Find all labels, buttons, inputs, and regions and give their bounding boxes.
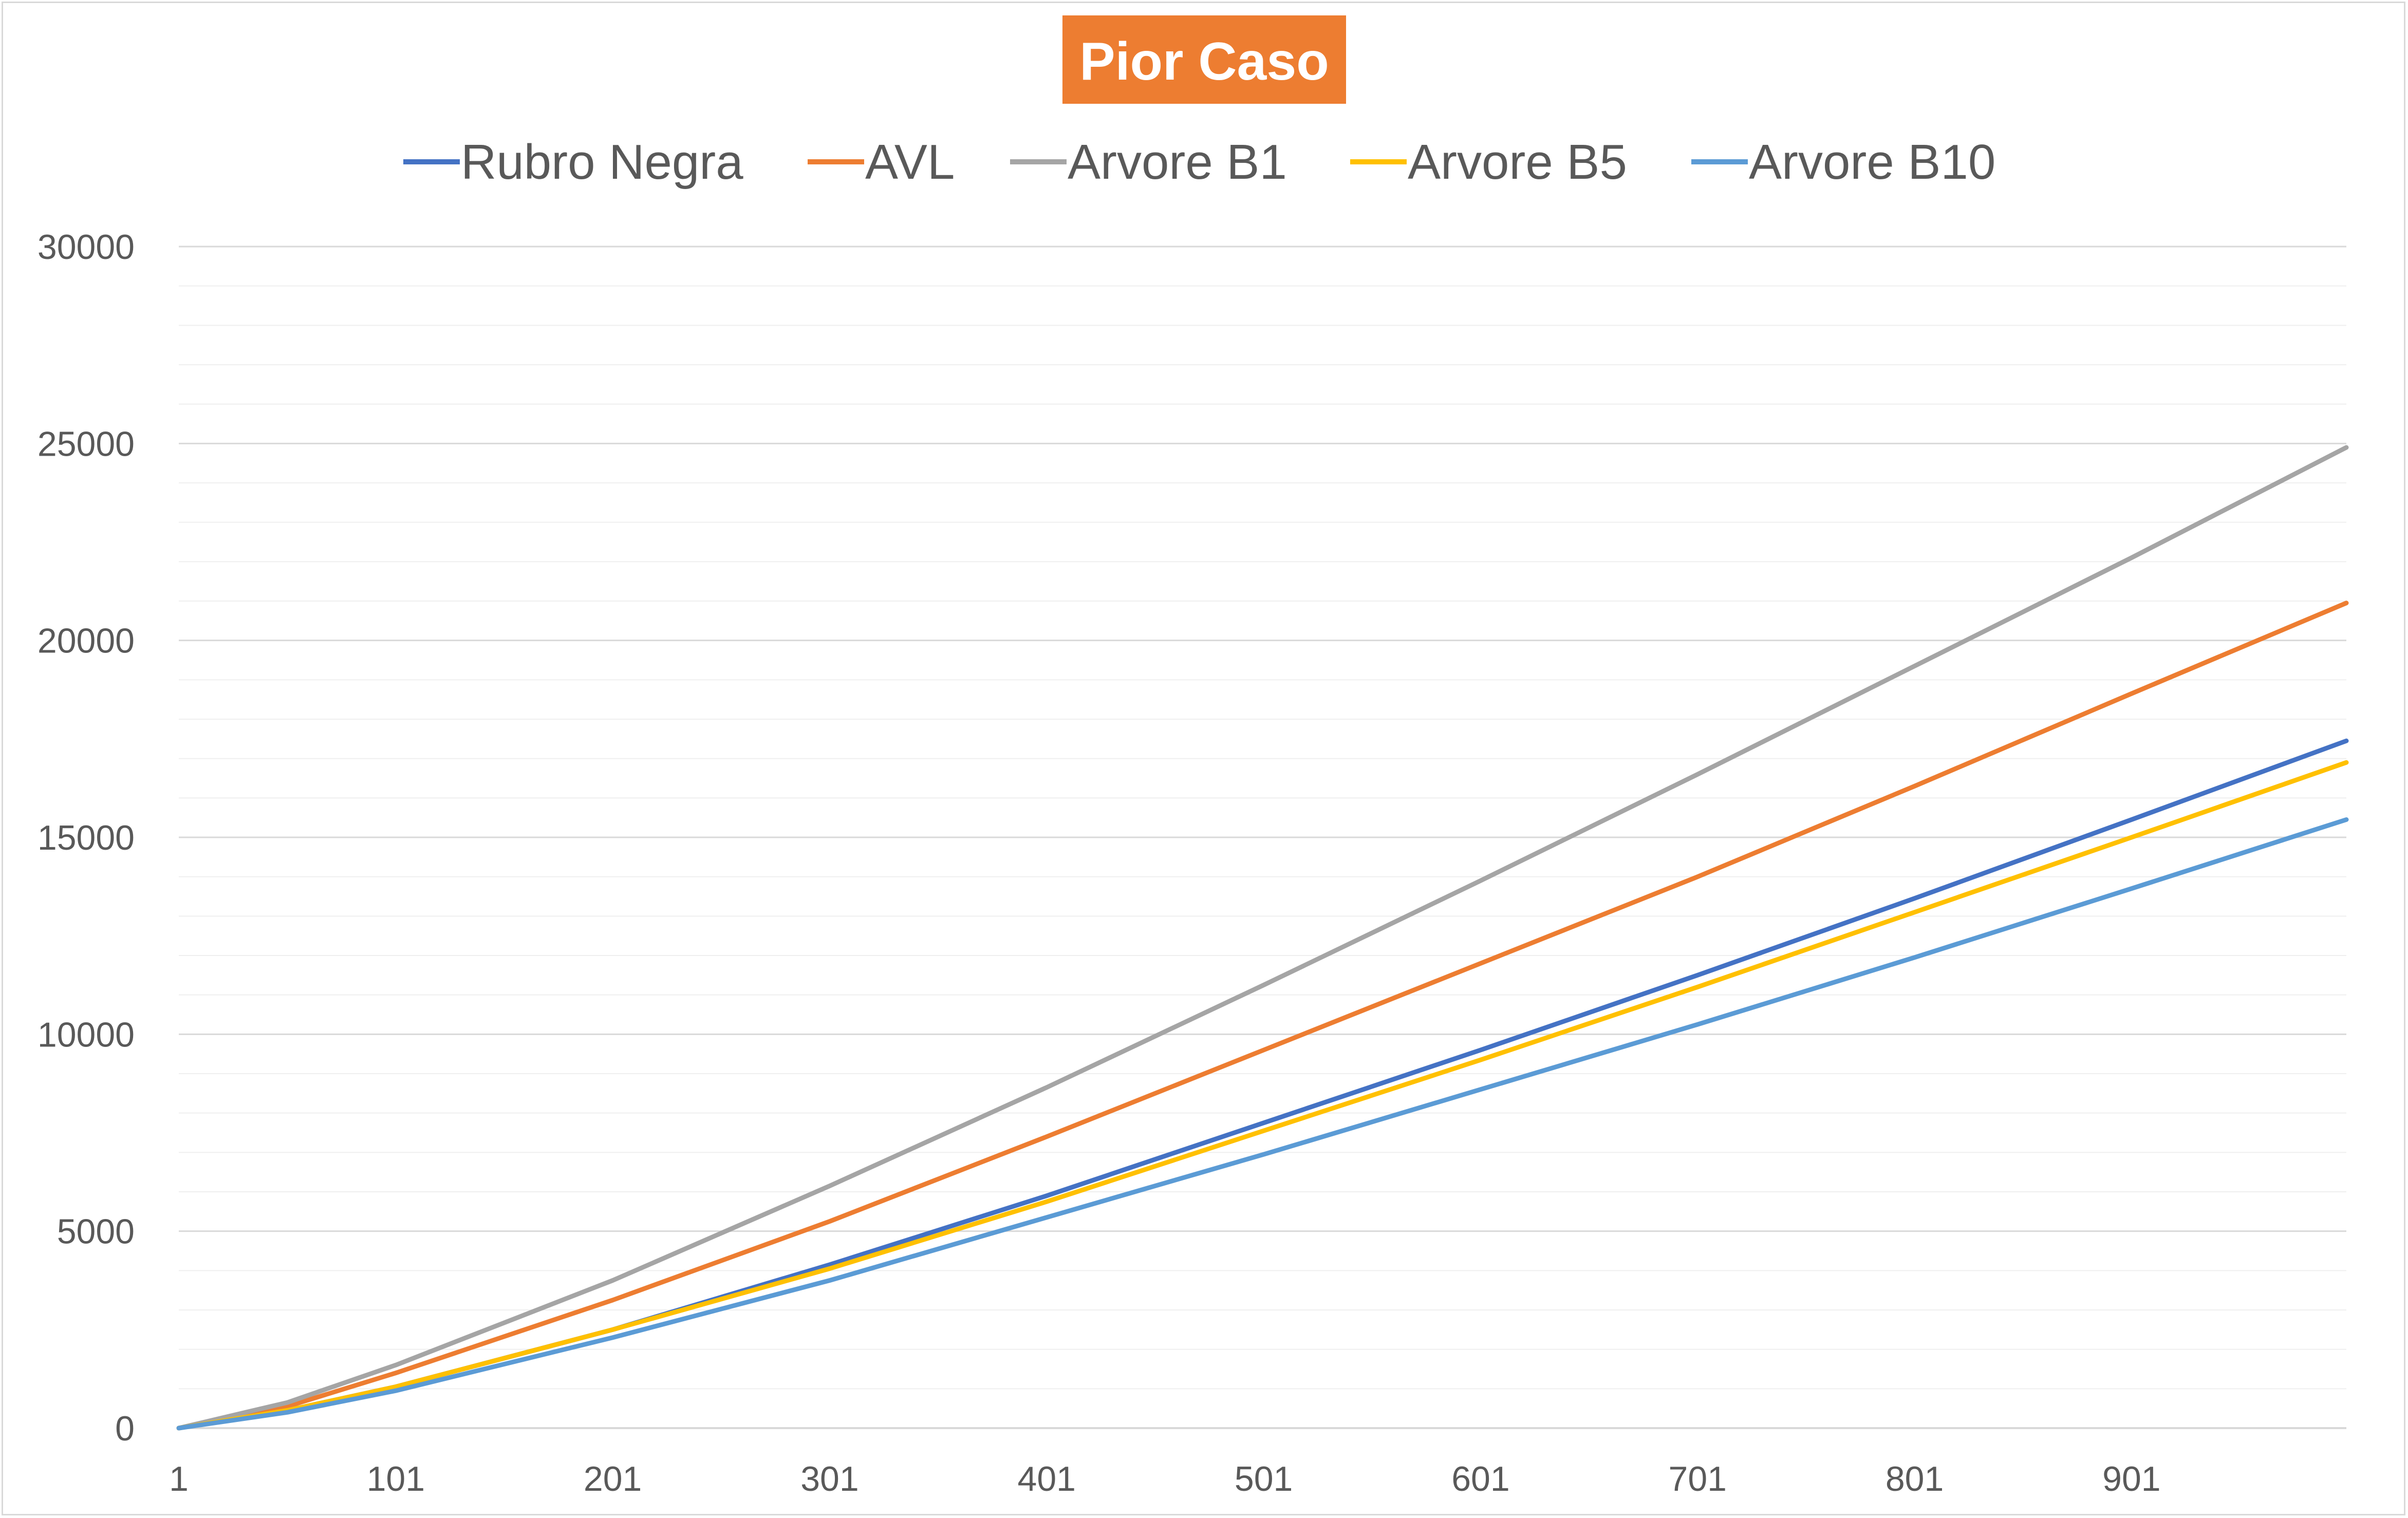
x-tick-label: 101 (367, 1459, 425, 1498)
series-lines (176, 445, 2349, 1431)
legend-label: Arvore B1 (1068, 135, 1287, 190)
chart-title-background (1062, 15, 1346, 104)
series-line-arvore-b10 (176, 817, 2349, 1431)
y-tick-label: 30000 (38, 228, 135, 267)
y-tick-label: 5000 (57, 1212, 135, 1251)
legend-label: Rubro Negra (461, 135, 743, 190)
x-tick-label: 701 (1669, 1459, 1727, 1498)
gridlines (179, 246, 2346, 1390)
x-tick-label: 801 (1886, 1459, 1944, 1498)
x-tick-label: 301 (800, 1459, 858, 1498)
x-tick-label: 901 (2102, 1459, 2160, 1498)
x-tick-label: 501 (1235, 1459, 1293, 1498)
y-tick-label: 20000 (38, 622, 135, 661)
chart-title: Pior Caso (1079, 32, 1329, 91)
y-tick-label: 25000 (38, 424, 135, 463)
x-tick-label: 601 (1451, 1459, 1509, 1498)
x-tick-label: 401 (1018, 1459, 1076, 1498)
y-tick-label: 10000 (38, 1015, 135, 1054)
legend-label: Arvore B5 (1408, 135, 1627, 190)
y-tick-label: 0 (115, 1409, 135, 1448)
legend-label: Arvore B10 (1749, 135, 1995, 190)
series-line-avl (176, 601, 2349, 1431)
legend: Rubro Negra AVL Arvore B1 Arvore B5 Arvore B… (403, 135, 1995, 190)
axes: 0 5000 10000 15000 20000 25000 30000 1 101 201 301… (38, 228, 2346, 1498)
x-tick-label: 201 (584, 1459, 642, 1498)
series-line-arvore-b1 (176, 445, 2349, 1431)
x-tick-label: 1 (169, 1459, 189, 1498)
series-line-arvore-b5 (176, 760, 2349, 1431)
chart-title-group: Pior Caso (1062, 15, 1346, 104)
y-tick-label: 15000 (38, 818, 135, 857)
legend-label: AVL (865, 135, 955, 190)
